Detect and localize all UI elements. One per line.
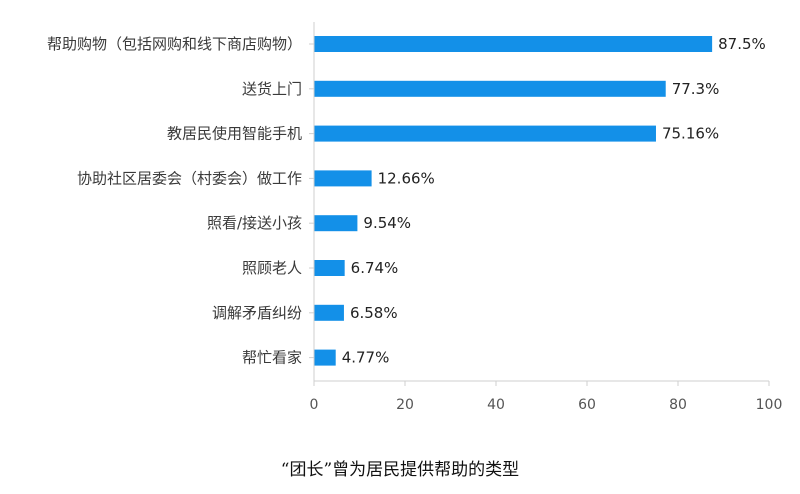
x-tick-label: 0	[310, 397, 319, 413]
x-tick-label: 100	[756, 397, 783, 413]
value-label: 75.16%	[662, 125, 719, 143]
x-tick-label: 60	[578, 397, 596, 413]
bar	[314, 80, 666, 97]
bar	[314, 125, 656, 142]
category-label: 调解矛盾纠纷	[212, 304, 302, 322]
bar	[314, 260, 345, 276]
category-label: 协助社区居委会（村委会）做工作	[77, 169, 302, 187]
bar	[314, 304, 344, 321]
value-label: 4.77%	[342, 349, 390, 367]
value-label: 9.54%	[363, 214, 411, 232]
chart-caption: “团长”曾为居民提供帮助的类型	[280, 460, 520, 480]
bar	[314, 170, 372, 187]
bar	[314, 349, 336, 366]
value-label: 77.3%	[672, 80, 720, 98]
x-tick-label: 40	[487, 397, 505, 413]
bar	[314, 215, 358, 232]
value-label: 87.5%	[718, 35, 766, 53]
category-label: 照看/接送小孩	[207, 214, 302, 232]
category-label: 教居民使用智能手机	[167, 125, 302, 143]
bar	[314, 36, 713, 52]
value-label: 12.66%	[378, 169, 435, 187]
value-label: 6.74%	[351, 259, 399, 277]
category-label: 帮忙看家	[242, 349, 302, 367]
category-label: 送货上门	[242, 80, 302, 98]
value-label: 6.58%	[350, 304, 398, 322]
x-tick-label: 20	[396, 397, 414, 413]
category-label: 照顾老人	[242, 259, 302, 277]
category-label: 帮助购物（包括网购和线下商店购物）	[47, 35, 302, 53]
x-tick-label: 80	[669, 397, 687, 413]
